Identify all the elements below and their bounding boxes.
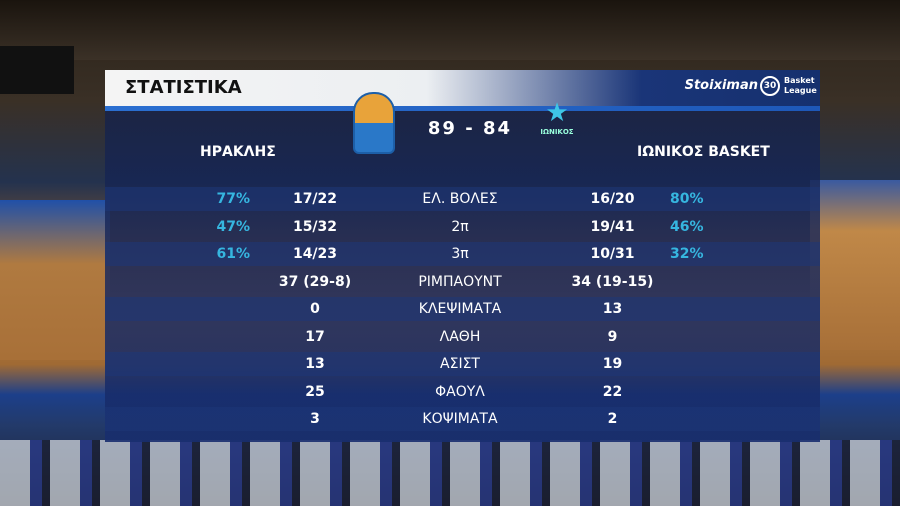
stat-label: ΑΣΙΣΤ [440,356,480,372]
away-pct: 80% [670,191,704,207]
home-pct: 61% [216,246,250,262]
home-value: 13 [305,356,325,372]
away-value: 22 [602,383,623,400]
stat-row: 25 ΦΑΟΥΛ 22 [105,380,820,404]
home-team-logo [353,92,395,154]
home-value: 17 [305,328,325,345]
away-pct: 32% [670,246,704,262]
stat-label: ΚΛΕΨΙΜΑΤΑ [418,301,502,317]
away-pct: 46% [670,218,704,235]
stat-row: 37 (29-8) ΡΙΜΠΑΟΥΝΤ 34 (19-15) [105,270,820,294]
stat-label: ΕΛ. ΒΟΛΕΣ [422,191,498,207]
home-team-name: ΗΡΑΚΛΗΣ [200,144,276,160]
stat-row: 0 ΚΛΕΨΙΜΑΤΑ 13 [105,297,820,321]
stat-row: 47% 15/32 2π 19/41 46% [105,215,820,239]
stat-label: ΚΟΨΙΜΑΤΑ [422,411,498,427]
header-divider [105,106,820,111]
home-pct: 77% [216,191,250,207]
arena-scoreboard [0,46,74,94]
sponsor-logo: Stoiximan [684,78,758,93]
home-value: 37 (29-8) [278,273,352,290]
stat-row: 3 ΚΟΨΙΜΑΤΑ 2 [105,407,820,431]
panel-header: ΣΤΑΤΙΣΤΙΚΑ Stoiximan 30 Basket League [105,70,820,106]
away-team-name: ΙΩΝΙΚΟΣ BASKET [637,144,770,160]
home-score: 89 [427,118,457,139]
panel-title: ΣΤΑΤΙΣΤΙΚΑ [125,77,242,98]
score-separator: - [465,118,475,139]
court-background [0,200,110,360]
stat-label: ΦΑΟΥΛ [435,383,485,400]
home-value: 25 [305,383,325,400]
league-name: Basket League [784,76,817,95]
away-value: 10/31 [590,246,635,262]
arena-ceiling [0,0,900,60]
court-background-right [810,180,900,350]
stat-label: ΛΑΘΗ [439,328,481,345]
away-value: 34 (19-15) [571,273,654,290]
stat-row: 61% 14/23 3π 10/31 32% [105,242,820,266]
away-value: 2 [607,411,618,427]
away-score: 84 [483,118,513,139]
stat-row: 17 ΛΑΘΗ 9 [105,325,820,349]
stat-label: ΡΙΜΠΑΟΥΝΤ [418,273,502,290]
home-value: 0 [310,301,320,317]
stat-row: 13 ΑΣΙΣΤ 19 [105,352,820,376]
league-badge: 30 [760,76,780,96]
away-value: 19 [602,356,623,372]
away-logo-text: ΙΩΝΙΚΟΣ [540,128,574,136]
stats-panel: ΣΤΑΤΙΣΤΙΚΑ Stoiximan 30 Basket League 89 … [105,70,820,442]
home-value: 17/22 [292,191,338,207]
home-value: 3 [310,411,320,427]
home-value: 14/23 [292,246,338,262]
away-value: 19/41 [590,218,635,235]
stat-label: 2π [451,218,469,235]
score: 89 - 84 [405,118,535,139]
away-value: 16/20 [590,191,635,207]
stat-row: 77% 17/22 ΕΛ. ΒΟΛΕΣ 16/20 80% [105,187,820,211]
home-pct: 47% [216,218,250,235]
away-value: 9 [607,328,618,345]
home-value: 15/32 [292,218,338,235]
away-team-logo: ★ ΙΩΝΙΚΟΣ [537,98,577,150]
stat-label: 3π [451,246,469,262]
arena-seats [0,440,900,506]
away-value: 13 [602,301,623,317]
league-logo: 30 Basket League [760,76,817,96]
